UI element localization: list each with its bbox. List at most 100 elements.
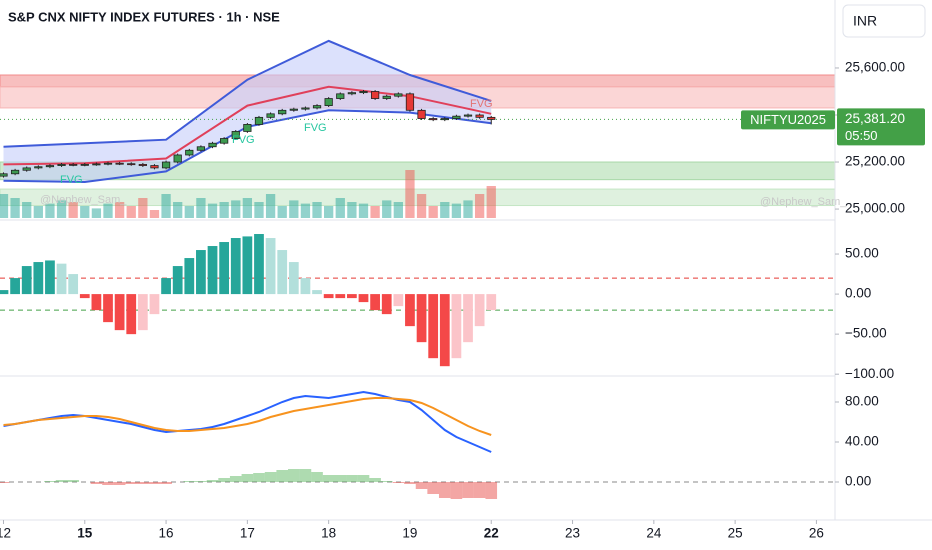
- volume-bar: [22, 202, 32, 218]
- volume-bar: [335, 198, 345, 218]
- y-tick-label: 40.00: [845, 434, 879, 449]
- candle-body: [57, 163, 66, 166]
- histogram-bar: [428, 294, 439, 359]
- volume-bar: [56, 200, 67, 218]
- candle-body: [440, 118, 449, 121]
- y-tick-label: 0.00: [845, 474, 871, 489]
- watermark: @Nephew_Sam_: [40, 194, 127, 206]
- histogram-bar: [347, 294, 357, 299]
- x-tick-label: 19: [402, 526, 417, 541]
- candle-body: [370, 91, 380, 99]
- histogram-bar: [137, 294, 148, 331]
- candle-body: [278, 109, 287, 115]
- volume-bar: [161, 194, 171, 218]
- candle-body: [475, 114, 484, 118]
- histogram-bar: [0, 482, 10, 483]
- volume-bar: [242, 198, 253, 218]
- candle-body: [231, 131, 240, 139]
- histogram-bar: [148, 482, 161, 484]
- candle-body: [394, 93, 403, 97]
- volume-bar: [45, 203, 55, 218]
- histogram-bar: [183, 481, 196, 482]
- histogram-bar: [160, 482, 172, 484]
- histogram-bar: [288, 262, 299, 295]
- volume-bar: [126, 206, 136, 218]
- volume-bar: [103, 203, 113, 218]
- histogram-bar: [90, 482, 103, 484]
- histogram-bar: [380, 481, 393, 482]
- candle-body: [336, 93, 345, 99]
- currency-label[interactable]: INR: [853, 13, 877, 29]
- histogram-bar: [149, 294, 160, 315]
- histogram-bar: [67, 480, 79, 482]
- candle-body: [254, 116, 264, 125]
- histogram-bar: [358, 294, 369, 303]
- histogram-bar: [381, 294, 392, 315]
- histogram-bar: [113, 482, 126, 485]
- x-tick-label: 18: [321, 526, 336, 541]
- histogram-bar: [254, 234, 264, 295]
- volume-bar: [428, 206, 438, 218]
- histogram-bar: [0, 290, 9, 295]
- volume-bar: [463, 200, 473, 218]
- candle-body: [382, 95, 391, 99]
- volume-bar: [254, 202, 264, 218]
- candle-body: [22, 167, 31, 171]
- histogram-bar: [241, 474, 254, 482]
- histogram-bar: [463, 294, 473, 343]
- volume-bar: [486, 186, 496, 218]
- histogram-bar: [68, 274, 79, 295]
- volume-bar: [231, 200, 241, 218]
- volume-bar: [474, 194, 485, 218]
- candle-body: [103, 162, 113, 165]
- candle-body: [208, 142, 217, 148]
- volume-bar: [114, 202, 125, 218]
- x-tick-label: 24: [646, 526, 662, 541]
- y-tick-label: 25,200.00: [845, 154, 905, 169]
- candle-body: [92, 163, 101, 166]
- volume-bar: [393, 202, 403, 218]
- histogram-bar: [346, 475, 358, 482]
- price-tag-label: 25,381.20: [845, 111, 905, 126]
- histogram-bar: [184, 258, 195, 295]
- histogram-bar: [311, 472, 323, 482]
- watermark: @Nephew_Sam_: [760, 196, 847, 208]
- volume-bar: [277, 206, 287, 218]
- candle-body: [266, 113, 275, 118]
- currency-button[interactable]: [842, 4, 926, 38]
- volume-bar: [0, 194, 9, 218]
- candle-body: [161, 161, 171, 169]
- candle-body: [0, 173, 8, 177]
- candle-body: [115, 162, 124, 165]
- candle-body: [150, 165, 159, 169]
- histogram-bar: [357, 475, 370, 482]
- x-tick-label: 25: [728, 526, 743, 541]
- candle-body: [452, 115, 461, 119]
- histogram-bar: [56, 263, 67, 295]
- candle-body: [324, 98, 333, 106]
- histogram-bar: [44, 481, 56, 482]
- histogram-bar: [242, 236, 253, 295]
- candle-body: [463, 114, 473, 117]
- volume-bar: [405, 170, 415, 218]
- histogram-bar: [405, 294, 415, 327]
- candle-body: [185, 149, 194, 156]
- histogram-bar: [230, 238, 241, 295]
- histogram-bar: [219, 242, 230, 295]
- volume-bar: [68, 202, 78, 218]
- x-tick-label: 15: [77, 526, 93, 541]
- volume-bar: [138, 198, 148, 218]
- histogram-bar: [33, 262, 44, 295]
- candle-body: [196, 146, 206, 151]
- histogram-bar: [277, 250, 288, 295]
- histogram-bar: [439, 294, 450, 367]
- histogram-bar: [288, 469, 300, 482]
- x-tick-label: 17: [240, 526, 255, 541]
- histogram-bar: [486, 294, 497, 311]
- candle-body: [220, 138, 229, 144]
- histogram-bar: [265, 238, 276, 295]
- volume-bar: [370, 206, 380, 218]
- fvg-label: FVG: [470, 98, 493, 110]
- histogram-bar: [473, 482, 486, 498]
- histogram-bar: [21, 266, 32, 295]
